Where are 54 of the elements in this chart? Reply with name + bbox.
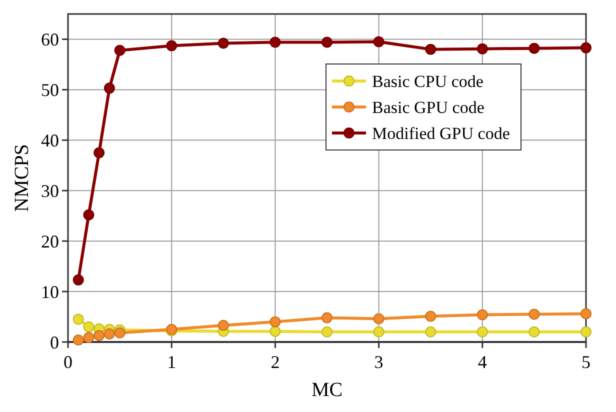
point <box>72 334 84 346</box>
legend-label: Basic GPU code <box>372 98 484 117</box>
point <box>373 36 384 48</box>
point <box>83 332 94 343</box>
legend-label: Basic CPU code <box>372 72 484 91</box>
point <box>270 36 281 48</box>
y-tick-label: 40 <box>41 130 59 150</box>
point <box>580 308 592 320</box>
point <box>322 326 332 338</box>
point <box>94 330 105 341</box>
point <box>322 312 332 324</box>
point <box>528 326 540 338</box>
point <box>270 326 281 337</box>
point <box>114 327 126 338</box>
point <box>83 209 94 220</box>
point <box>166 40 178 52</box>
y-tick-label: 50 <box>41 80 59 100</box>
x-axis-title: MC <box>311 379 343 401</box>
point <box>373 326 384 338</box>
x-tick-label: 4 <box>478 352 487 372</box>
point <box>72 274 84 286</box>
y-tick-label: 10 <box>41 282 59 302</box>
point <box>94 147 105 158</box>
point <box>322 36 332 48</box>
x-tick-label: 1 <box>167 352 176 372</box>
point <box>476 43 488 54</box>
x-tick-label: 3 <box>374 352 384 372</box>
point <box>373 313 384 324</box>
point <box>580 326 592 338</box>
point <box>425 326 436 338</box>
point <box>476 326 488 338</box>
y-tick-label: 0 <box>50 332 59 352</box>
point <box>425 44 436 55</box>
point <box>476 309 488 320</box>
point <box>528 308 540 320</box>
y-tick-label: 20 <box>41 231 59 252</box>
x-tick-label: 5 <box>582 352 590 372</box>
point <box>83 321 94 332</box>
legend-label: Modified GPU code <box>372 124 510 143</box>
point <box>270 316 281 328</box>
point <box>528 42 540 54</box>
y-axis-title: NMCPS <box>11 144 33 212</box>
point <box>72 314 84 325</box>
point <box>425 310 436 322</box>
point <box>104 328 115 340</box>
y-tick-label: 30 <box>41 180 59 201</box>
point <box>218 320 229 331</box>
point <box>104 82 115 94</box>
x-tick-label: 0 <box>64 352 72 372</box>
point <box>218 38 229 49</box>
point <box>114 44 126 56</box>
point <box>580 42 592 54</box>
x-tick-label: 2 <box>270 352 280 372</box>
y-tick-label: 60 <box>41 30 59 50</box>
